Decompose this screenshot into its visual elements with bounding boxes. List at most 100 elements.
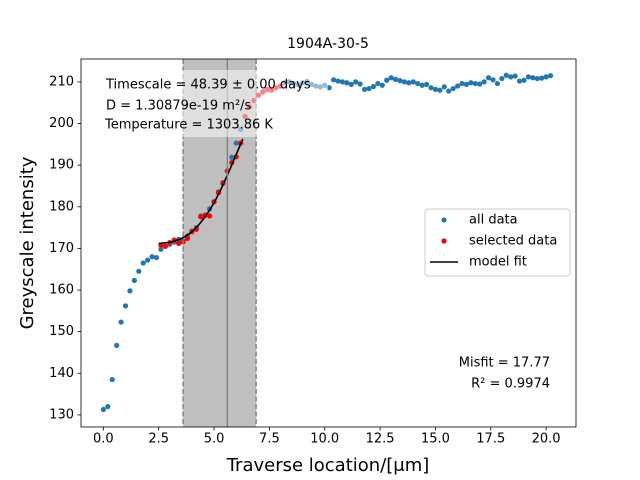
x-tick-label: 10.0 — [310, 432, 339, 447]
data-point — [415, 80, 421, 87]
chart-title: 1904A-30-5 — [287, 36, 369, 52]
fit-stat: R² = 0.9974 — [471, 377, 550, 392]
y-tick-label: 180 — [49, 199, 74, 214]
y-tick-label: 160 — [49, 283, 74, 298]
data-point — [450, 85, 456, 92]
data-point — [131, 277, 137, 284]
data-point — [379, 82, 385, 88]
data-point — [534, 75, 540, 82]
data-point — [122, 303, 129, 309]
data-point — [516, 78, 523, 84]
data-point — [463, 81, 470, 87]
plot-area — [100, 59, 554, 427]
data-point — [481, 79, 487, 85]
data-point — [198, 214, 204, 220]
x-tick-label: 2.5 — [148, 432, 169, 447]
x-tick-label: 5.0 — [204, 432, 225, 447]
data-point — [392, 76, 399, 82]
data-point — [547, 73, 554, 79]
data-point — [530, 75, 536, 81]
data-point — [335, 78, 341, 84]
data-point — [366, 85, 372, 92]
legend-label: model fit — [469, 255, 527, 270]
x-tick-label: 17.5 — [476, 432, 505, 447]
data-point — [162, 243, 168, 249]
data-point — [339, 79, 346, 85]
legend-box — [424, 208, 571, 277]
data-point — [468, 80, 474, 86]
data-point — [437, 87, 443, 93]
data-point — [503, 72, 509, 78]
data-point — [388, 75, 394, 81]
data-point — [384, 77, 390, 83]
y-tick-label: 200 — [49, 116, 74, 131]
data-point — [361, 86, 368, 92]
y-axis-label: Greyscale intensity — [17, 156, 38, 329]
axes-frame — [80, 58, 577, 428]
data-point — [184, 235, 191, 242]
data-point — [114, 342, 120, 349]
legend-marker — [441, 238, 447, 244]
data-point — [477, 81, 483, 87]
data-point — [153, 254, 160, 261]
y-tick-label: 130 — [49, 407, 74, 422]
data-point — [370, 83, 377, 90]
fit-stat: Misfit = 17.77 — [459, 356, 550, 371]
legend-label: selected data — [469, 234, 557, 249]
data-point — [207, 213, 213, 219]
data-point — [419, 82, 425, 88]
data-point — [446, 88, 452, 94]
data-point — [100, 406, 106, 413]
x-tick-label: 20.0 — [532, 432, 561, 447]
annotation: Temperature = 1303.86 K — [104, 118, 273, 133]
data-point — [127, 288, 133, 294]
data-point — [543, 74, 549, 80]
data-point — [136, 268, 142, 274]
data-point — [441, 84, 447, 90]
data-point — [109, 376, 115, 383]
data-point — [539, 75, 545, 81]
data-point — [472, 80, 478, 87]
y-tick-label: 210 — [49, 74, 74, 89]
legend-marker — [441, 217, 447, 223]
data-point — [344, 80, 350, 86]
data-point — [512, 73, 518, 79]
data-point — [348, 81, 354, 87]
data-point — [459, 80, 465, 87]
data-point — [428, 85, 434, 91]
data-point — [233, 140, 239, 146]
annotation: Timescale = 48.39 ± 0.00 days — [105, 78, 311, 93]
x-tick-label: 7.5 — [259, 432, 280, 447]
annotation-box — [101, 70, 328, 137]
data-point — [105, 404, 111, 410]
data-point — [353, 79, 359, 85]
data-point — [508, 74, 514, 80]
data-point — [158, 246, 164, 252]
data-point — [410, 79, 416, 85]
data-point — [375, 80, 381, 87]
data-point — [432, 86, 439, 92]
data-point — [406, 80, 412, 86]
x-tick-label: 0.0 — [93, 432, 114, 447]
data-point — [229, 154, 235, 160]
y-tick-label: 170 — [49, 241, 74, 256]
data-point — [330, 77, 337, 83]
y-tick-label: 140 — [49, 366, 74, 381]
x-tick-label: 15.0 — [421, 432, 450, 447]
x-tick-label: 12.5 — [366, 432, 395, 447]
data-point — [494, 80, 501, 87]
x-axis-label: Traverse location/[μm] — [226, 455, 430, 476]
data-point — [397, 78, 403, 84]
data-point — [357, 81, 363, 87]
data-point — [454, 83, 461, 89]
data-point — [149, 254, 155, 260]
data-point — [145, 257, 151, 263]
data-point — [525, 74, 532, 80]
annotation: D = 1.30879e-19 m²/s — [106, 99, 252, 114]
legend: all data selected data model fit — [424, 208, 571, 277]
data-point — [176, 240, 182, 247]
legend-label: all data — [469, 213, 518, 228]
data-point — [140, 260, 146, 266]
data-point — [423, 81, 430, 87]
